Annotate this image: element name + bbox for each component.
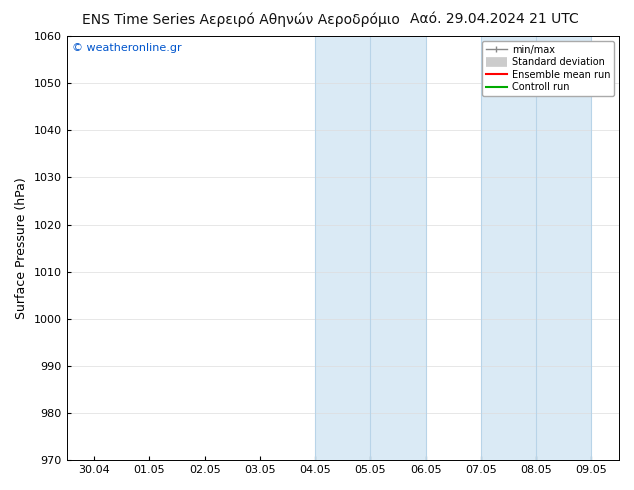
Text: ENS Time Series Αερειρό Αθηνών Αεροδρόμιο: ENS Time Series Αερειρό Αθηνών Αεροδρόμι… [82,12,400,27]
Text: Ααό. 29.04.2024 21 UTC: Ααό. 29.04.2024 21 UTC [410,12,579,26]
Legend: min/max, Standard deviation, Ensemble mean run, Controll run: min/max, Standard deviation, Ensemble me… [482,41,614,96]
Y-axis label: Surface Pressure (hPa): Surface Pressure (hPa) [15,177,28,319]
Bar [315,36,425,460]
Text: © weatheronline.gr: © weatheronline.gr [72,43,182,52]
Bar [481,36,592,460]
